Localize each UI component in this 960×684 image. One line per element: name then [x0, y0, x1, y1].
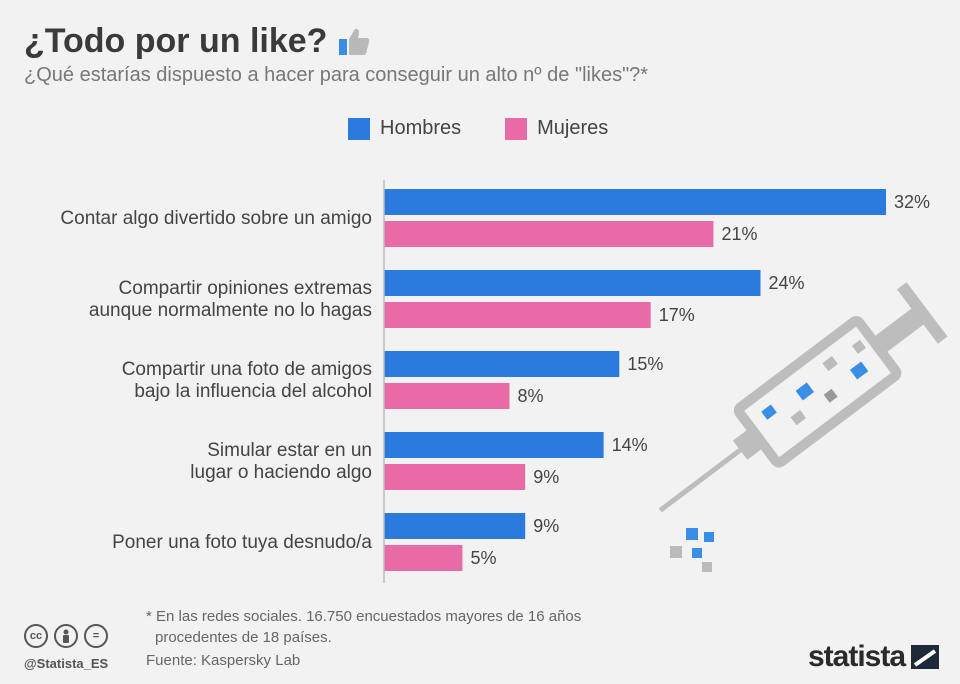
bar-hombres: [384, 270, 761, 296]
bar-mujeres: [384, 302, 651, 328]
category-label-line: Compartir una foto de amigos: [122, 359, 372, 380]
bar-hombres: [384, 189, 886, 215]
bars-layer: Contar algo divertido sobre un amigo 32% 2…: [60, 189, 930, 571]
social-handle: @Statista_ES: [24, 656, 109, 671]
statista-logo: statista: [808, 640, 940, 674]
data-label-hombres: 14%: [612, 435, 648, 455]
data-label-mujeres: 17%: [659, 305, 695, 325]
category-label: Compartir una foto de amigos bajo la infl…: [122, 359, 372, 402]
bar-mujeres: [384, 545, 463, 571]
bar-mujeres: [384, 464, 526, 490]
cc-icon: cc: [24, 624, 48, 648]
data-label-hombres: 24%: [769, 273, 805, 293]
data-label-mujeres: 9%: [533, 467, 559, 487]
footnote-line-2: procedentes de 18 países.: [155, 629, 332, 646]
category-label: Contar algo divertido sobre un amigo: [60, 208, 372, 229]
legend-label-hombres: Hombres: [380, 117, 462, 139]
data-label-mujeres: 21%: [721, 224, 757, 244]
title-text: ¿Todo por un like?: [24, 22, 328, 60]
legend-item-hombres: Hombres: [348, 117, 461, 140]
bar-hombres: [384, 513, 526, 539]
bar-mujeres: [384, 221, 714, 247]
brand-text: statista: [808, 640, 906, 673]
category-label-line: Contar algo divertido sobre un amigo: [60, 208, 372, 229]
legend: Hombres Mujeres: [348, 117, 638, 140]
equals-icon: =: [84, 624, 108, 648]
chart-title: ¿Todo por un like?: [24, 22, 371, 61]
bar-hombres: [384, 432, 604, 458]
category-label-line: Compartir opiniones extremas: [119, 278, 372, 299]
source-text: Fuente: Kaspersky Lab: [146, 652, 301, 669]
category-label: Simular estar en un lugar o haciendo algo: [190, 440, 372, 483]
statista-logo-icon: [911, 645, 940, 669]
legend-label-mujeres: Mujeres: [537, 117, 609, 139]
legend-item-mujeres: Mujeres: [505, 117, 608, 140]
data-label-hombres: 32%: [894, 192, 930, 212]
syringe-illustration: [658, 282, 948, 572]
data-label-hombres: 9%: [533, 516, 559, 536]
chart-subtitle: ¿Qué estarías dispuesto a hacer para con…: [24, 64, 649, 86]
category-label: Compartir opiniones extremas aunque norma…: [89, 278, 372, 321]
data-label-mujeres: 5%: [470, 548, 496, 568]
footnote: * En las redes sociales. 16.750 encuesta…: [146, 606, 581, 648]
legend-swatch-hombres: [348, 117, 370, 140]
category-label-line: Poner una foto tuya desnudo/a: [112, 532, 372, 553]
thumbs-up-icon: [339, 28, 370, 55]
category-label: Poner una foto tuya desnudo/a: [112, 532, 372, 553]
category-label-line: Simular estar en un: [207, 440, 372, 461]
category-label-line: lugar o haciendo algo: [190, 462, 372, 483]
bar-chart: Contar algo divertido sobre un amigo 32% 2…: [60, 180, 948, 583]
category-label-line: bajo la influencia del alcohol: [134, 381, 372, 402]
person-icon: [54, 624, 78, 648]
legend-swatch-mujeres: [505, 117, 528, 140]
category-label-line: aunque normalmente no lo hagas: [89, 300, 372, 321]
data-label-hombres: 15%: [627, 354, 663, 374]
bar-hombres: [384, 351, 620, 377]
data-label-mujeres: 8%: [518, 386, 544, 406]
license-icons: cc =: [24, 624, 108, 648]
footnote-line-1: * En las redes sociales. 16.750 encuesta…: [146, 608, 582, 625]
bar-mujeres: [384, 383, 510, 409]
